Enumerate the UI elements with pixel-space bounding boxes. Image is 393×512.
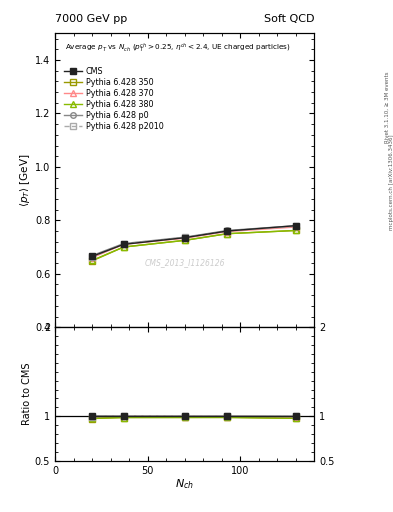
Text: mcplots.cern.ch [arXiv:1306.3436]: mcplots.cern.ch [arXiv:1306.3436] [389,135,393,230]
Text: CMS_2013_I1126126: CMS_2013_I1126126 [145,258,225,267]
Text: Soft QCD: Soft QCD [264,14,314,25]
Y-axis label: $\langle p_T \rangle$ [GeV]: $\langle p_T \rangle$ [GeV] [18,154,32,207]
X-axis label: $N_{ch}$: $N_{ch}$ [175,477,194,491]
Text: Rivet 3.1.10, ≥ 3M events: Rivet 3.1.10, ≥ 3M events [385,72,389,143]
Text: 7000 GeV pp: 7000 GeV pp [55,14,127,25]
Legend: CMS, Pythia 6.428 350, Pythia 6.428 370, Pythia 6.428 380, Pythia 6.428 p0, Pyth: CMS, Pythia 6.428 350, Pythia 6.428 370,… [64,67,164,131]
Y-axis label: Ratio to CMS: Ratio to CMS [22,362,32,425]
Text: Average $p_T$ vs $N_{ch}$ ($p_T^{ch}$$>$0.25, $\eta^{ch}$$<$2.4, UE charged part: Average $p_T$ vs $N_{ch}$ ($p_T^{ch}$$>$… [65,42,291,55]
